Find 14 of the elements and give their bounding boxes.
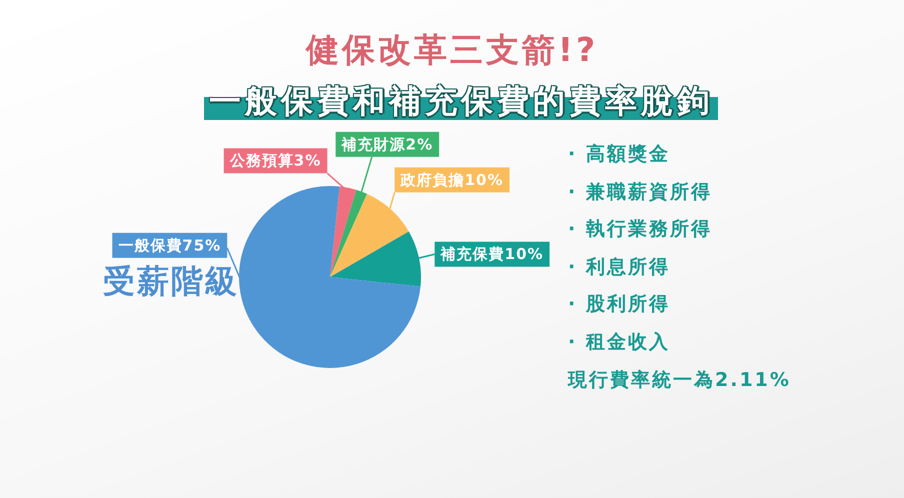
slice-label: 補充保費10% xyxy=(440,245,544,264)
text: · 租金收入 xyxy=(568,330,671,355)
text: · 高額獎金 xyxy=(568,142,671,167)
text: 現行費率統一為2.11% xyxy=(568,368,791,393)
slice-label: 一般保費75% xyxy=(118,236,222,254)
chart-title: 健保改革三支箭!? xyxy=(304,30,600,70)
text: · 執行業務所得 xyxy=(568,217,713,242)
slice-label: 政府負擔10% xyxy=(400,170,504,189)
slice-label: 公務預算3% xyxy=(228,152,322,170)
text: · 股利所得 xyxy=(568,292,671,318)
slice-label: 補充財源2% xyxy=(340,135,434,154)
text: 受薪階級 xyxy=(103,262,239,300)
text: · 兼職薪資所得 xyxy=(568,180,713,205)
text: · 利息所得 xyxy=(568,254,671,280)
